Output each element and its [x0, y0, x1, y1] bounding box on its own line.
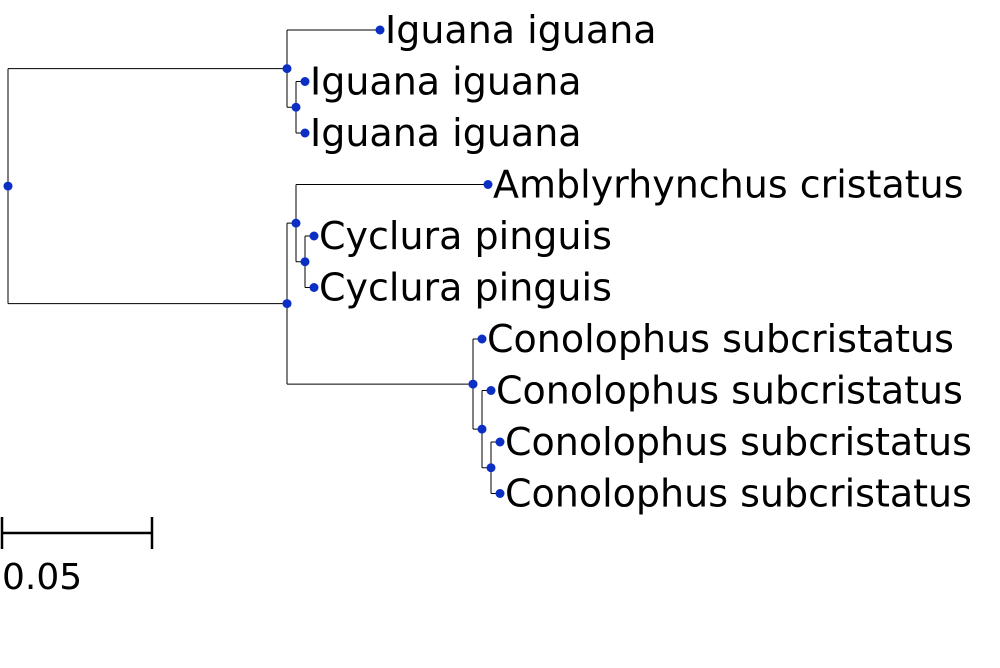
tip-node	[495, 437, 505, 447]
internal-node	[291, 218, 301, 228]
internal-node	[486, 463, 496, 473]
tip-node	[300, 77, 310, 86]
tip-label: Iguana iguana	[310, 111, 582, 155]
tip-node	[477, 334, 487, 344]
internal-node	[477, 424, 487, 434]
tip-node	[309, 231, 319, 241]
internal-node	[291, 102, 301, 112]
tip-node	[309, 283, 319, 292]
internal-node	[300, 257, 310, 267]
tip-labels: Iguana iguana Iguana iguana Iguana iguana A…	[310, 8, 972, 516]
internal-node	[3, 181, 13, 191]
internal-node	[468, 379, 478, 389]
tree-nodes	[3, 25, 505, 498]
tip-label: Cyclura pinguis	[319, 266, 612, 310]
tip-node	[375, 25, 385, 35]
tip-label: Iguana iguana	[310, 60, 582, 104]
tip-node	[300, 128, 310, 138]
internal-node	[282, 299, 292, 309]
tip-label: Iguana iguana	[385, 8, 657, 52]
tip-label: Conolophus subcristatus	[505, 420, 972, 464]
tip-node	[483, 180, 493, 189]
tip-label: Conolophus subcristatus	[487, 317, 954, 361]
scale-bar-label: 0.05	[2, 557, 82, 598]
tip-label: Amblyrhynchus cristatus	[493, 163, 964, 207]
tip-node	[495, 489, 505, 498]
tip-label: Cyclura pinguis	[319, 214, 612, 258]
tip-node	[486, 386, 496, 395]
tip-label: Conolophus subcristatus	[505, 472, 972, 516]
scale-bar: 0.05	[0, 517, 154, 598]
tip-label: Conolophus subcristatus	[496, 369, 963, 413]
internal-node	[282, 64, 292, 74]
